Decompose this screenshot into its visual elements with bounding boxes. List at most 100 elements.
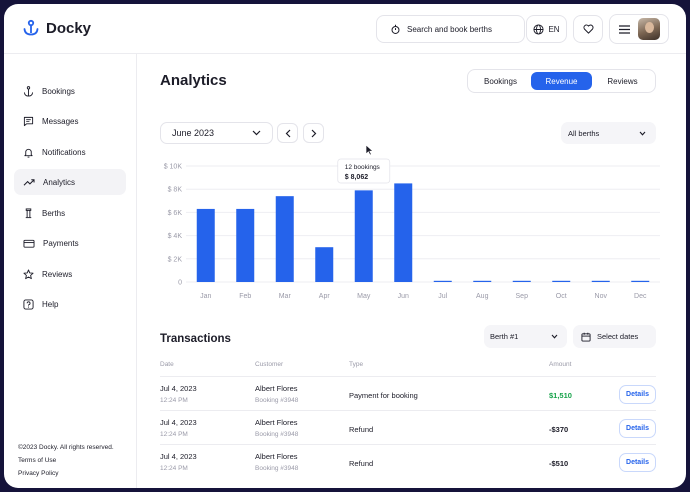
- privacy-link[interactable]: Privacy Policy: [18, 470, 59, 477]
- sidebar-item-label: Messages: [42, 116, 79, 126]
- sidebar-item-label: Berths: [42, 208, 66, 218]
- top-bar: Docky Search and book berths EN: [4, 4, 686, 54]
- select-dates-button[interactable]: Select dates: [573, 325, 656, 348]
- chart-bar: [631, 280, 650, 282]
- transaction-amount: $1,510: [549, 391, 572, 400]
- sidebar-item-label: Help: [42, 299, 59, 309]
- tab-reviews[interactable]: Reviews: [607, 76, 638, 86]
- x-tick-label: Feb: [239, 293, 251, 300]
- logo[interactable]: Docky: [22, 19, 91, 37]
- helm-icon: [391, 24, 400, 34]
- chart-bar: [512, 280, 531, 282]
- x-tick-label: May: [357, 293, 371, 300]
- docky-logo-icon: [23, 19, 39, 36]
- anchor-icon: [23, 85, 34, 97]
- transaction-booking: Booking #3948: [255, 397, 299, 404]
- x-tick-label: Oct: [556, 293, 567, 300]
- cursor-icon: [365, 144, 374, 156]
- details-button[interactable]: Details: [619, 453, 656, 472]
- transaction-type: Refund: [349, 425, 374, 434]
- transactions-berth-select[interactable]: Berth #1: [484, 325, 567, 348]
- tooltip-bookings: 12 bookings: [345, 164, 381, 171]
- column-header-amount: Amount: [549, 361, 572, 368]
- favorites-button[interactable]: [573, 15, 603, 43]
- sidebar-item-payments[interactable]: Payments: [14, 230, 126, 256]
- tab-revenue[interactable]: Revenue: [531, 72, 592, 90]
- table-row: Jul 4, 2023 12:24 PM Albert Flores Booki…: [160, 376, 656, 410]
- transactions-title: Transactions: [160, 333, 231, 345]
- trend-icon: [23, 178, 35, 186]
- x-tick-label: Aug: [476, 293, 489, 300]
- star-icon: [23, 268, 34, 279]
- y-tick-label: $ 8K: [168, 187, 183, 194]
- language-button[interactable]: EN: [526, 15, 567, 43]
- sidebar-item-reviews[interactable]: Reviews: [14, 261, 126, 287]
- sidebar-item-analytics[interactable]: Analytics: [14, 169, 126, 195]
- transaction-customer: Albert Flores: [255, 384, 298, 393]
- avatar: [638, 18, 660, 40]
- user-menu-button[interactable]: [609, 14, 669, 44]
- details-button[interactable]: Details: [619, 419, 656, 438]
- month-select[interactable]: June 2023: [160, 122, 273, 144]
- analytics-tabs: Bookings Revenue Reviews: [467, 69, 656, 93]
- previous-month-button[interactable]: [277, 123, 298, 143]
- x-tick-label: Nov: [595, 293, 608, 300]
- details-button[interactable]: Details: [619, 385, 656, 404]
- transaction-amount: -$510: [549, 459, 569, 468]
- column-header-customer: Customer: [255, 361, 284, 368]
- y-tick-label: 0: [178, 280, 182, 287]
- chart-bar: [591, 280, 610, 282]
- search-berths-label: Search and book berths: [407, 24, 492, 34]
- sidebar-item-notifications[interactable]: Notifications: [14, 139, 126, 165]
- berth-filter-select[interactable]: All berths: [561, 122, 656, 144]
- tooltip-amount: $ 8,062: [345, 174, 368, 181]
- chart-bar: [473, 280, 492, 282]
- sidebar-item-label: Notifications: [42, 147, 86, 157]
- chart-bar: [394, 183, 413, 282]
- transaction-date: Jul 4, 2023: [160, 418, 197, 427]
- copyright-text: ©2023 Docky. All rights reserved.: [18, 444, 114, 451]
- chevron-down-icon: [551, 334, 558, 339]
- transaction-customer: Albert Flores: [255, 418, 298, 427]
- transaction-amount: -$370: [549, 425, 569, 434]
- sidebar-item-bookings[interactable]: Bookings: [14, 78, 126, 104]
- transaction-time: 12:24 PM: [160, 431, 188, 438]
- chart-bar: [236, 208, 255, 282]
- tab-bookings[interactable]: Bookings: [484, 76, 517, 86]
- x-tick-label: Sep: [516, 293, 529, 300]
- page-title: Analytics: [160, 72, 227, 89]
- chart-bar: [552, 280, 571, 282]
- table-row: Jul 4, 2023 12:24 PM Albert Flores Booki…: [160, 410, 656, 444]
- chart-bar: [354, 190, 373, 282]
- next-month-button[interactable]: [303, 123, 324, 143]
- transaction-customer: Albert Flores: [255, 452, 298, 461]
- app-window: Docky Search and book berths EN: [4, 4, 686, 488]
- select-dates-label: Select dates: [597, 332, 639, 341]
- card-icon: [23, 239, 35, 248]
- bell-icon: [24, 148, 33, 158]
- chevron-right-icon: [311, 129, 316, 137]
- sidebar-item-label: Bookings: [42, 86, 75, 96]
- transaction-type: Payment for booking: [349, 391, 418, 400]
- chart-bar: [196, 208, 215, 282]
- transaction-booking: Booking #3948: [255, 465, 299, 472]
- revenue-chart: $ 10K $ 8K $ 6K $ 4K $ 2K 0 Jan Feb Mar Apr May Jun…: [164, 158, 660, 300]
- sidebar-item-label: Payments: [43, 238, 79, 248]
- help-icon: [23, 298, 34, 310]
- transaction-type: Refund: [349, 459, 374, 468]
- sidebar-item-berths[interactable]: Berths: [14, 200, 126, 226]
- x-tick-label: Mar: [279, 293, 292, 300]
- x-tick-label: Jan: [200, 293, 211, 300]
- message-icon: [23, 116, 34, 126]
- table-row: Jul 4, 2023 12:24 PM Albert Flores Booki…: [160, 444, 656, 478]
- terms-link[interactable]: Terms of Use: [18, 457, 57, 464]
- transaction-time: 12:24 PM: [160, 465, 188, 472]
- menu-icon: [619, 24, 630, 34]
- x-tick-label: Apr: [319, 293, 331, 300]
- sidebar-item-messages[interactable]: Messages: [14, 108, 126, 134]
- sidebar-item-help[interactable]: Help: [14, 291, 126, 317]
- chart-bar: [315, 247, 334, 282]
- sidebar-item-label: Analytics: [43, 177, 76, 187]
- y-tick-label: $ 10K: [164, 164, 183, 171]
- search-berths-button[interactable]: Search and book berths: [376, 15, 525, 43]
